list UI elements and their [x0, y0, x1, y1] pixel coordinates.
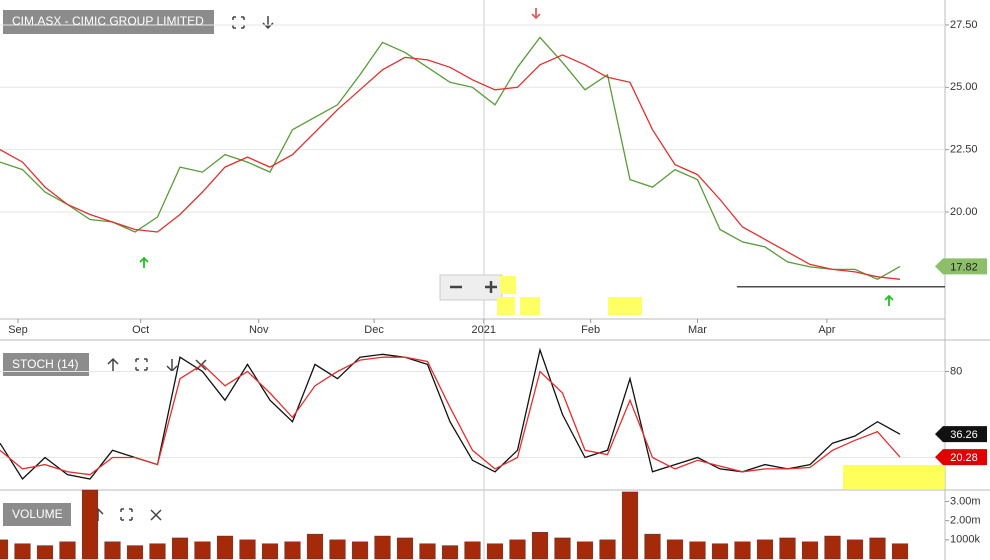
y-tick-label: 27.50	[950, 19, 978, 31]
buy-arrow	[139, 256, 894, 306]
x-tick-label: Feb	[581, 324, 600, 336]
drawing-tool[interactable]	[497, 297, 515, 315]
volume-bar	[126, 545, 144, 560]
volume-bar	[396, 537, 414, 560]
price-tag	[935, 258, 987, 275]
y-tick-label: 25.00	[950, 81, 978, 93]
y-tick-label: 2.00m	[950, 515, 981, 527]
x-tick-label: 2021	[472, 324, 496, 336]
icons[interactable]	[92, 16, 642, 521]
volume-bar	[869, 537, 886, 560]
title-box	[3, 353, 89, 376]
volume-bar	[441, 545, 459, 560]
volume-bar	[464, 541, 481, 560]
fullscreen-icon[interactable]	[120, 508, 133, 521]
volume-bar	[486, 543, 504, 560]
volume-bar	[734, 541, 751, 560]
price-tag	[935, 449, 987, 466]
title-box	[3, 10, 214, 34]
volume-bar	[329, 539, 346, 560]
volume-bar	[194, 541, 211, 560]
x-tick-label: Dec	[364, 324, 384, 336]
volume-bar	[36, 545, 54, 560]
volume-bar	[81, 489, 99, 560]
volume-bar	[621, 491, 639, 560]
volume-bar	[779, 537, 796, 560]
volume-bar	[261, 543, 279, 560]
down-icon[interactable]	[166, 359, 178, 373]
volume-bar	[216, 535, 234, 560]
y-tick-label: 3.00m	[950, 495, 981, 507]
sell-arrow	[531, 8, 541, 20]
close-icon[interactable]	[150, 509, 162, 521]
volume-bar	[306, 533, 324, 560]
volume-bar	[14, 543, 31, 560]
up-icon[interactable]	[107, 357, 119, 371]
volume-bar	[59, 541, 76, 560]
volume-bar	[554, 537, 571, 560]
price-tag-label: 36.26	[950, 429, 978, 441]
volume-bar	[666, 539, 684, 560]
x-tick-label: Nov	[249, 324, 269, 336]
volume-bar	[351, 541, 369, 560]
volume-bar	[644, 533, 661, 560]
panel-title: STOCH (14)	[12, 357, 78, 371]
title-box	[3, 503, 71, 526]
x-tick-label: Oct	[132, 324, 149, 336]
volume-bar	[374, 535, 391, 560]
volume-bar	[149, 543, 166, 560]
fullscreen-icon[interactable]	[135, 358, 148, 371]
volume-bar	[0, 539, 9, 560]
drawing-tool[interactable]	[608, 297, 642, 315]
y-tick-label: 1000k	[950, 534, 980, 546]
chart-title: CIM.ASX - CIMIC GROUP LIMITED	[12, 14, 204, 28]
fullscreen-icon[interactable]	[232, 16, 245, 29]
highlight	[843, 465, 945, 489]
volume-bar	[846, 539, 864, 560]
volume-bar	[284, 541, 301, 560]
volume-bar	[891, 543, 909, 560]
drawing-tool[interactable]	[520, 297, 540, 315]
y-tick-label: 80	[950, 365, 962, 377]
volume-bar	[171, 537, 189, 560]
zoom-icons[interactable]	[450, 281, 497, 293]
price-tag-label: 20.28	[950, 452, 978, 464]
volume-bar	[576, 541, 594, 560]
panel-title: VOLUME	[12, 507, 63, 521]
volume-bar	[104, 541, 121, 560]
volume-bar	[509, 539, 526, 560]
volume-bar	[711, 543, 729, 560]
volume-bar	[419, 543, 436, 560]
volume-bar	[239, 539, 256, 560]
volume-bar	[756, 539, 774, 560]
series-line	[0, 36, 901, 281]
volume-bar	[801, 541, 819, 560]
x-tick-label: Apr	[818, 324, 835, 336]
price-tag-label: 17.82	[950, 261, 978, 273]
y-tick-label: 20.00	[950, 206, 978, 218]
x-tick-label: Sep	[8, 324, 28, 336]
volume-bar	[531, 531, 549, 560]
x-tick-label: Mar	[688, 324, 707, 336]
y-tick-label: 22.50	[950, 144, 978, 156]
series-line	[0, 356, 901, 476]
drawing-tool[interactable]	[500, 276, 516, 294]
price-tag	[935, 426, 987, 443]
volume-bar	[824, 535, 841, 560]
volume-bar	[689, 541, 706, 560]
volume-bar	[599, 539, 616, 560]
series-line	[0, 54, 901, 280]
